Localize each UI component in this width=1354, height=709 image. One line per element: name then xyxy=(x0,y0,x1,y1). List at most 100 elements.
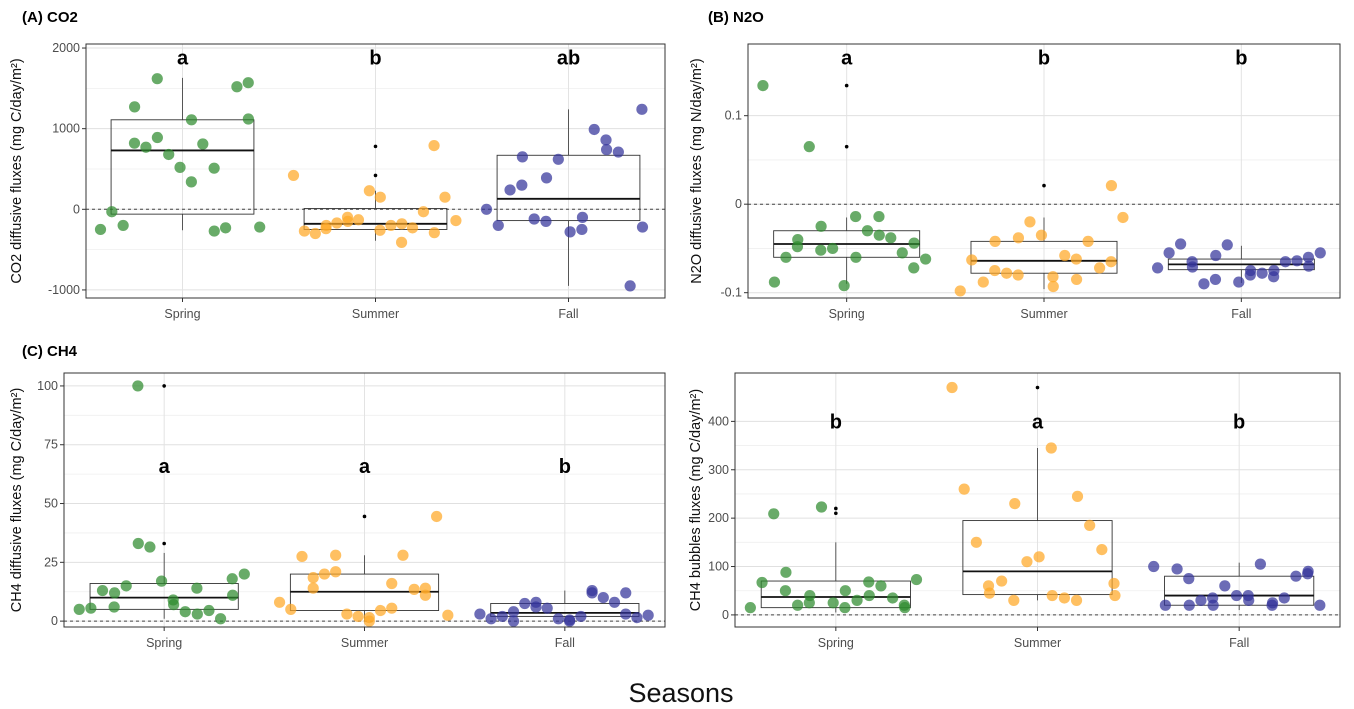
data-point-fall xyxy=(528,213,540,225)
data-point-fall xyxy=(1230,589,1243,602)
data-point-fall xyxy=(1171,563,1183,575)
data-point-fall xyxy=(631,611,643,624)
data-point-spring xyxy=(117,219,129,232)
panel-ch4-diffusive: a a b 0 25 50 75 100 Spring Summer Fall CH4 diffusi… xyxy=(9,343,666,650)
y-tick-label: 0.1 xyxy=(725,109,742,123)
data-point-fall xyxy=(576,223,588,236)
data-point-summer xyxy=(287,169,300,182)
y-tick-label: 300 xyxy=(708,463,729,477)
data-point-spring xyxy=(804,589,816,602)
data-point-spring xyxy=(815,220,827,232)
y-tick-label: 50 xyxy=(44,497,58,511)
y-tick-label: 200 xyxy=(708,511,729,525)
data-point-fall xyxy=(642,609,654,621)
data-point-fall xyxy=(1244,264,1257,277)
data-point-fall xyxy=(1219,580,1231,592)
data-point-spring xyxy=(108,587,121,599)
data-point-fall xyxy=(516,179,528,191)
data-point-summer xyxy=(1108,577,1120,590)
data-point-summer xyxy=(330,549,342,561)
data-point-summer xyxy=(1012,232,1025,244)
data-point-fall xyxy=(612,146,624,158)
data-point-fall xyxy=(1278,592,1290,604)
data-point-summer xyxy=(318,568,331,580)
data-point-spring xyxy=(254,221,266,233)
data-point-summer xyxy=(296,550,308,563)
data-point-fall xyxy=(480,203,493,215)
data-point-fall xyxy=(540,215,552,227)
data-point-spring xyxy=(108,601,120,613)
data-point-spring xyxy=(144,541,156,553)
data-point-spring xyxy=(191,608,203,620)
data-point-fall xyxy=(636,221,649,233)
data-point-spring xyxy=(768,276,781,288)
data-point-fall xyxy=(1256,267,1268,279)
data-point-fall xyxy=(1291,255,1303,267)
x-tick-label: Spring xyxy=(818,636,854,650)
data-point-fall xyxy=(1148,560,1160,573)
x-tick-label: Spring xyxy=(829,307,865,321)
outlier-point xyxy=(162,541,166,546)
data-point-fall xyxy=(1266,597,1279,609)
data-point-spring xyxy=(208,225,220,237)
data-point-spring xyxy=(756,576,768,589)
data-point-spring xyxy=(106,206,118,218)
data-point-summer xyxy=(419,589,432,601)
data-point-spring xyxy=(231,81,243,93)
data-point-spring xyxy=(155,575,168,587)
outlier-point xyxy=(834,506,838,511)
data-point-fall xyxy=(1243,594,1255,606)
data-point-spring xyxy=(863,576,875,588)
data-point-spring xyxy=(132,380,144,392)
x-tick-label: Summer xyxy=(1020,307,1067,321)
data-point-spring xyxy=(875,580,887,592)
x-tick-label: Summer xyxy=(1014,636,1061,650)
y-tick-label: 0 xyxy=(722,608,729,622)
data-point-spring xyxy=(185,176,197,188)
data-point-spring xyxy=(96,584,109,597)
data-point-fall xyxy=(1314,247,1326,259)
data-point-summer xyxy=(363,185,375,197)
data-point-summer xyxy=(996,575,1008,587)
x-tick-label: Fall xyxy=(558,307,578,321)
y-axis-label: CO2 diffusive fluxes (mg C/day/m²) xyxy=(9,58,25,283)
data-point-summer xyxy=(977,276,989,288)
significance-letter: b xyxy=(1038,47,1050,69)
data-point-fall xyxy=(474,608,486,620)
data-point-fall xyxy=(1254,558,1266,570)
data-point-spring xyxy=(242,77,254,89)
data-point-summer xyxy=(983,587,996,599)
data-point-fall xyxy=(1175,238,1187,250)
outlier-point xyxy=(373,144,378,149)
data-point-summer xyxy=(374,604,387,617)
data-point-spring xyxy=(910,573,923,586)
data-point-spring xyxy=(815,244,827,256)
data-point-spring xyxy=(780,251,792,263)
data-point-summer xyxy=(331,217,343,229)
data-point-summer xyxy=(285,603,297,615)
data-point-spring xyxy=(838,280,850,292)
data-point-fall xyxy=(564,226,576,238)
data-point-summer xyxy=(1070,594,1083,606)
data-point-summer xyxy=(1033,551,1045,563)
data-point-spring xyxy=(744,602,756,614)
data-point-spring xyxy=(214,613,227,625)
panel-n2o: a b b -0.1 0 0.1 Spring Summer Fall N2O diffusive… xyxy=(689,9,1341,321)
x-tick-label: Fall xyxy=(1231,307,1251,321)
data-point-spring xyxy=(227,589,239,601)
outlier-point xyxy=(1042,183,1046,188)
data-point-summer xyxy=(374,191,386,203)
data-point-fall xyxy=(564,615,576,627)
data-point-fall xyxy=(1303,260,1315,272)
data-point-summer xyxy=(1117,211,1129,224)
data-point-fall xyxy=(575,610,587,623)
data-point-summer xyxy=(989,235,1001,247)
data-point-summer xyxy=(439,191,451,203)
data-point-spring xyxy=(851,594,863,606)
data-point-fall xyxy=(636,103,648,115)
data-point-spring xyxy=(168,599,180,611)
data-point-summer xyxy=(298,225,311,237)
x-tick-label: Spring xyxy=(164,307,200,321)
data-point-summer xyxy=(385,219,397,232)
data-point-fall xyxy=(1198,278,1210,290)
